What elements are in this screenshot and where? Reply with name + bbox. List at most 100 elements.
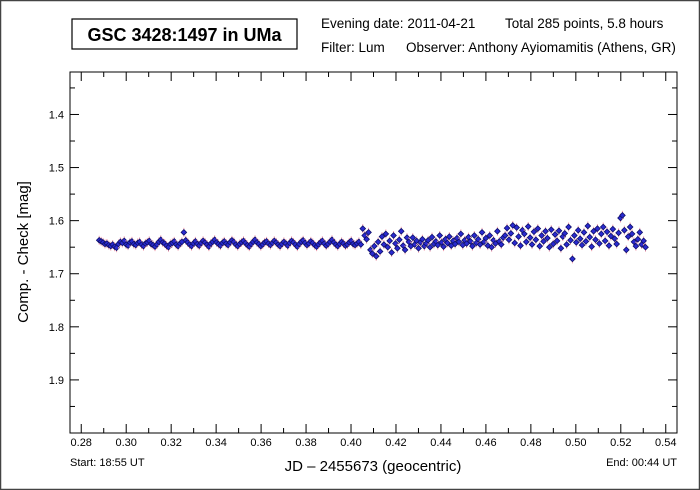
data-point — [538, 232, 546, 239]
data-point — [574, 226, 582, 234]
data-points — [95, 210, 649, 264]
data-point — [513, 224, 521, 231]
data-point — [526, 234, 534, 242]
data-point — [626, 223, 634, 231]
data-point — [586, 233, 594, 241]
data-point — [486, 232, 494, 239]
data-point — [424, 236, 432, 244]
data-point — [374, 238, 382, 246]
x-tick-label: 0.48 — [520, 437, 541, 449]
evening-date: Evening date: 2011-04-21 — [321, 16, 475, 31]
data-point — [394, 244, 401, 252]
data-point — [590, 227, 597, 235]
data-point — [536, 242, 544, 250]
data-point — [517, 242, 524, 249]
data-point — [503, 224, 511, 232]
observer-label: Observer: Anthony Ayiomamitis (Athens, G… — [406, 40, 676, 55]
start-time: Start: 18:55 UT — [70, 457, 145, 469]
x-axis-label: JD – 2455673 (geocentric) — [285, 458, 462, 475]
data-point — [419, 235, 426, 243]
data-point — [601, 237, 609, 245]
data-point — [359, 225, 367, 232]
data-point — [622, 246, 630, 254]
data-point — [636, 228, 644, 236]
data-point — [621, 226, 628, 234]
title-box — [71, 18, 298, 50]
data-point — [415, 244, 422, 252]
data-point — [603, 228, 611, 236]
data-point — [501, 232, 509, 239]
data-point — [440, 243, 447, 251]
data-point — [628, 230, 636, 238]
data-point — [561, 230, 569, 237]
data-point — [399, 242, 407, 249]
data-point — [563, 241, 571, 248]
data-point — [445, 233, 453, 240]
data-point — [584, 222, 592, 230]
data-point — [392, 240, 399, 247]
data-point — [428, 233, 436, 241]
data-point — [369, 250, 376, 257]
y-tick-label: 1.8 — [49, 322, 64, 334]
data-point — [615, 229, 622, 237]
data-point — [405, 238, 413, 246]
data-point — [624, 233, 632, 240]
chart-title: GSC 3428:1497 in UMa — [87, 25, 282, 45]
data-point — [401, 246, 409, 254]
data-point — [567, 236, 574, 244]
data-point — [547, 226, 555, 234]
data-point — [640, 237, 647, 245]
data-point — [542, 227, 549, 235]
data-point — [397, 227, 405, 235]
data-point — [569, 255, 576, 263]
data-point — [555, 227, 563, 235]
data-point — [619, 211, 626, 219]
data-point — [549, 240, 557, 248]
data-point — [474, 235, 482, 243]
data-point — [580, 228, 588, 236]
data-point — [597, 230, 605, 238]
data-point — [576, 235, 584, 243]
data-point — [570, 232, 578, 239]
data-point — [413, 237, 420, 245]
x-tick-label: 0.36 — [250, 437, 271, 449]
data-point — [609, 225, 617, 233]
data-point — [478, 228, 486, 236]
data-point — [378, 233, 386, 240]
x-tick-label: 0.28 — [71, 437, 92, 449]
data-point — [528, 241, 536, 248]
data-point — [370, 242, 378, 250]
data-point — [534, 225, 542, 232]
x-tick-label: 0.30 — [115, 437, 136, 449]
data-point — [426, 243, 434, 251]
data-point — [363, 235, 370, 243]
axes: 0.28 0.30 0.32 0.34 0.36 0.38 0.40 0.42 0.44 0.46… — [49, 72, 677, 449]
data-point — [611, 235, 619, 243]
total-points: Total 285 points, 5.8 hours — [505, 16, 664, 31]
data-point — [578, 241, 586, 249]
data-point — [482, 234, 490, 242]
data-point — [599, 223, 607, 231]
data-point — [582, 237, 590, 245]
data-point — [476, 241, 484, 248]
y-tick-label: 1.9 — [49, 375, 64, 387]
plot-frame — [69, 71, 678, 434]
data-point — [384, 243, 392, 251]
data-point — [494, 227, 501, 235]
data-point — [467, 237, 474, 245]
data-point — [565, 223, 572, 231]
data-point — [488, 243, 496, 251]
data-point — [588, 243, 596, 251]
data-point — [532, 236, 540, 244]
data-point — [511, 239, 519, 247]
data-point — [388, 249, 395, 256]
data-point — [557, 244, 565, 252]
data-point — [409, 234, 417, 242]
data-point — [380, 241, 388, 248]
filter-label: Filter: Lum — [321, 40, 385, 55]
x-tick-label: 0.44 — [430, 437, 451, 449]
y-tick-label: 1.5 — [49, 163, 64, 175]
end-time: End: 00:44 UT — [606, 457, 677, 469]
x-tick-label: 0.32 — [160, 437, 181, 449]
